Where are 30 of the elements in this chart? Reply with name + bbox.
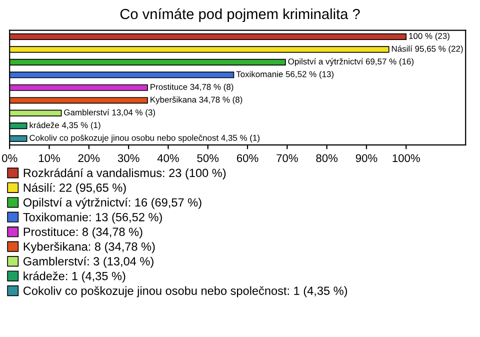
chart-title: Co vnímáte pod pojmem kriminalita ? <box>120 8 360 22</box>
legend-label: Cokoliv co poškozuje jinou osobu nebo společnost: 1 (4,35 %) <box>24 286 348 298</box>
data-label: Násilí 95,65 % (22) <box>392 45 463 54</box>
data-label: Prostituce 34,78 % (8) <box>150 84 234 92</box>
data-label: Cokoliv co poškozuje jinou osobu nebo společnost 4,35 % (1) <box>30 134 260 143</box>
x-tick-label: 70% <box>276 154 298 162</box>
legend-label: Opilství a výtržnictví: 16 (69,57 %) <box>23 198 202 209</box>
x-tick-label: 10% <box>38 154 60 162</box>
x-tick-label: 90% <box>356 154 378 162</box>
x-tick-label: 0% <box>2 154 18 162</box>
legend-label: Rozkrádání a vandalismus: 23 (100 %) <box>24 168 226 180</box>
legend-label: Násilí: 22 (95,65 %) <box>24 183 126 194</box>
legend-label: Kyberšikana: 8 (34,78 %) <box>24 242 155 254</box>
data-label: krádeže 4,35 % (1) <box>30 122 100 130</box>
data-label: Toxikomanie 56,52 % (13) <box>236 70 334 79</box>
x-tick-label: 20% <box>78 154 100 162</box>
x-tick-label: 50% <box>197 154 219 162</box>
x-tick-label: 80% <box>316 154 338 162</box>
x-tick-label: 100% <box>392 154 420 162</box>
data-label: 100 % (23) <box>409 32 450 41</box>
x-tick-label: 40% <box>157 154 179 162</box>
legend-label: krádeže: 1 (4,35 %) <box>24 271 126 283</box>
legend-label: Prostituce: 8 (34,78 %) <box>24 227 142 238</box>
x-tick-label: 60% <box>236 154 258 162</box>
data-label: Gamblerství 13,04 % (3) <box>64 109 155 118</box>
legend-label: Gamblerství: 3 (13,04 %) <box>24 256 154 268</box>
data-label: Kyberšikana 34,78 % (8) <box>150 96 242 104</box>
x-tick-label: 30% <box>118 154 140 162</box>
legend-label: Toxikomanie: 13 (56,52 %) <box>23 212 162 224</box>
data-label: Opilství a výtržnictví 69,57 % (16) <box>288 58 414 66</box>
